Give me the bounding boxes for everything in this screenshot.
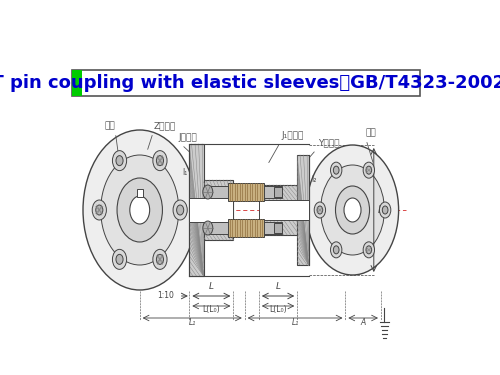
- Circle shape: [314, 202, 326, 218]
- Circle shape: [366, 166, 372, 174]
- Circle shape: [92, 200, 106, 220]
- Text: LT pin coupling with elastic sleeves（GB/T4323-2002）: LT pin coupling with elastic sleeves（GB/…: [0, 75, 500, 93]
- Circle shape: [366, 246, 372, 254]
- Circle shape: [380, 202, 391, 218]
- Text: 标志: 标志: [366, 128, 376, 162]
- Bar: [207, 186, 282, 198]
- Text: d₂: d₂: [274, 207, 282, 216]
- Bar: [260, 185, 297, 235]
- Circle shape: [156, 156, 164, 166]
- Text: L₁: L₁: [188, 318, 196, 327]
- Circle shape: [336, 186, 370, 234]
- Text: 标志: 标志: [104, 121, 118, 152]
- Circle shape: [173, 200, 188, 220]
- Bar: [274, 223, 281, 233]
- Circle shape: [382, 206, 388, 214]
- Bar: [274, 187, 281, 197]
- Circle shape: [130, 196, 150, 224]
- Circle shape: [334, 246, 339, 254]
- Circle shape: [306, 145, 398, 275]
- Circle shape: [363, 162, 374, 178]
- Circle shape: [176, 205, 184, 215]
- Circle shape: [330, 162, 342, 178]
- Circle shape: [153, 151, 167, 171]
- Circle shape: [363, 242, 374, 258]
- Circle shape: [100, 155, 178, 265]
- Text: 1:10: 1:10: [157, 291, 174, 300]
- Text: L: L: [276, 282, 280, 291]
- Circle shape: [203, 221, 213, 235]
- Text: J₁型轴孔: J₁型轴孔: [269, 131, 304, 163]
- Circle shape: [112, 151, 126, 171]
- Text: L₁: L₁: [292, 318, 298, 327]
- Circle shape: [156, 254, 164, 264]
- Text: l₂: l₂: [311, 175, 316, 184]
- Text: L(L₀): L(L₀): [202, 305, 220, 314]
- Bar: [207, 222, 282, 234]
- Bar: [297, 155, 308, 265]
- Bar: [190, 144, 203, 276]
- Circle shape: [112, 249, 126, 269]
- Text: D: D: [378, 205, 385, 215]
- Bar: [72, 70, 83, 96]
- Circle shape: [153, 249, 167, 269]
- Bar: [137, 189, 142, 197]
- Bar: [228, 183, 264, 201]
- Circle shape: [330, 242, 342, 258]
- Text: d₁: d₁: [214, 207, 222, 216]
- Text: L(L₀): L(L₀): [269, 305, 287, 314]
- Bar: [204, 180, 234, 240]
- Text: l₁: l₁: [182, 168, 187, 177]
- Bar: [228, 219, 264, 237]
- Bar: [190, 198, 234, 222]
- Text: L: L: [209, 282, 214, 291]
- Bar: [259, 200, 308, 220]
- Circle shape: [116, 254, 123, 264]
- Bar: [72, 70, 420, 96]
- Text: Y型轴孔: Y型轴孔: [304, 138, 340, 163]
- Circle shape: [317, 206, 322, 214]
- Circle shape: [344, 198, 361, 222]
- Text: A: A: [360, 318, 366, 327]
- Circle shape: [117, 178, 162, 242]
- Circle shape: [96, 205, 103, 215]
- Text: Z型轴孔: Z型轴孔: [148, 121, 176, 149]
- Circle shape: [116, 156, 123, 166]
- Circle shape: [320, 165, 384, 255]
- Circle shape: [334, 166, 339, 174]
- Text: J型轴孔: J型轴孔: [178, 133, 202, 163]
- Circle shape: [83, 130, 196, 290]
- Circle shape: [203, 185, 213, 199]
